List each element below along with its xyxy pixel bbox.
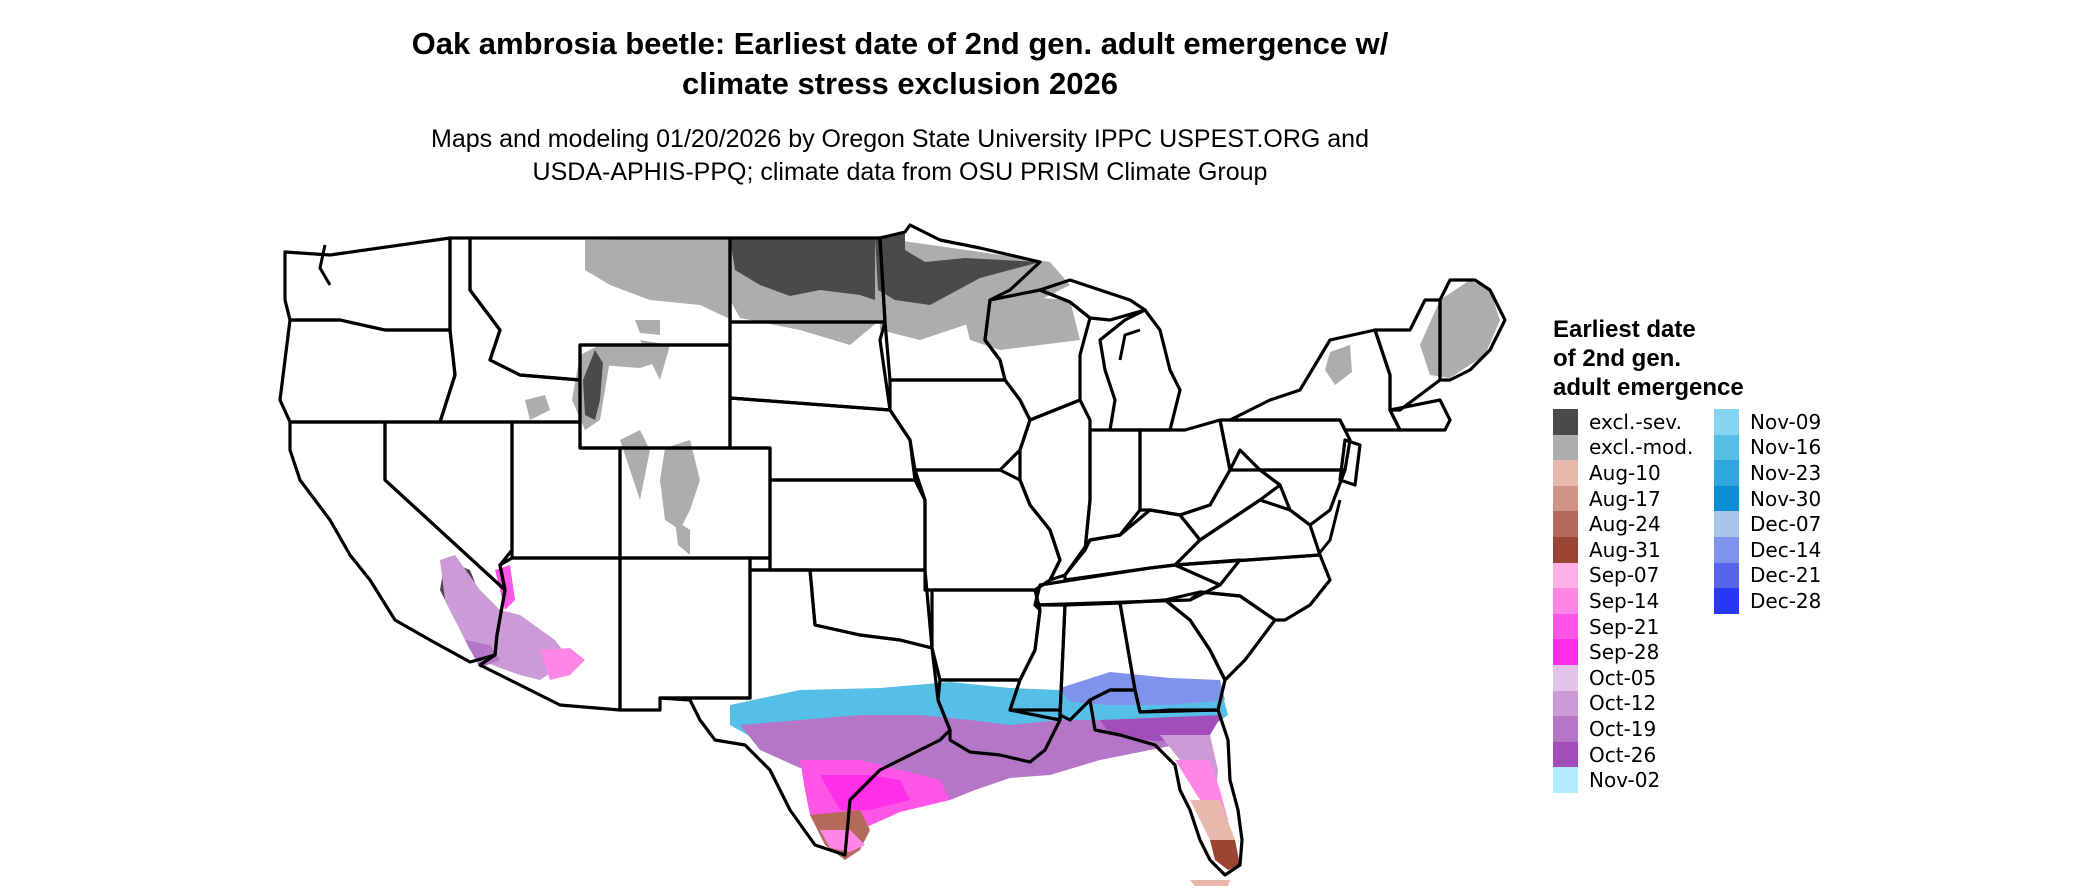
legend-title-line-2: of 2nd gen. xyxy=(1553,345,1681,372)
coastal-features xyxy=(318,244,1342,556)
legend-swatch xyxy=(1714,485,1739,512)
legend-label: Sep-28 xyxy=(1589,640,1660,665)
legend-swatch xyxy=(1553,716,1578,742)
map-subtitle-line-2: USDA-APHIS-PPQ; climate data from OSU PR… xyxy=(532,158,1268,186)
legend-label: Dec-07 xyxy=(1750,512,1822,537)
gulf-coast-emergence-areas xyxy=(730,672,1240,886)
legend-item: Dec-28 xyxy=(1714,588,1821,614)
legend-item: Sep-07 xyxy=(1553,562,1693,589)
legend-title-line-3: adult emergence xyxy=(1553,374,1744,401)
map-title: Oak ambrosia beetle: Earliest date of 2n… xyxy=(300,24,1500,104)
legend-label: Nov-09 xyxy=(1750,409,1822,434)
legend-swatch xyxy=(1553,639,1578,665)
legend-label: Dec-28 xyxy=(1750,588,1822,613)
legend-swatch xyxy=(1553,690,1578,717)
legend-item: excl.-sev. xyxy=(1553,409,1693,435)
legend-label: Oct-12 xyxy=(1589,691,1657,716)
legend-item: Dec-07 xyxy=(1714,511,1821,537)
legend-swatch xyxy=(1553,588,1578,614)
legend-label: Oct-26 xyxy=(1589,742,1657,767)
legend-label: Nov-23 xyxy=(1750,460,1822,485)
legend-item: Nov-16 xyxy=(1714,434,1822,461)
legend-item: Dec-21 xyxy=(1714,562,1822,589)
legend-label: Sep-07 xyxy=(1589,563,1660,588)
legend-swatch xyxy=(1714,460,1739,486)
legend-swatch xyxy=(1714,409,1739,435)
exclusion-moderate-areas xyxy=(525,237,1500,555)
legend-label: Sep-21 xyxy=(1589,614,1660,639)
legend-label: Aug-10 xyxy=(1589,460,1661,485)
legend-swatch xyxy=(1553,613,1578,640)
legend-label: Aug-31 xyxy=(1589,537,1661,562)
legend-label: Oct-19 xyxy=(1589,716,1657,741)
legend-item: Aug-31 xyxy=(1553,536,1693,563)
legend-item: Sep-28 xyxy=(1553,639,1693,665)
legend-label: excl.-mod. xyxy=(1589,435,1694,460)
legend-label: Nov-30 xyxy=(1750,486,1822,511)
map-subtitle-line-1: Maps and modeling 01/20/2026 by Oregon S… xyxy=(431,125,1369,153)
legend-item: excl.-mod. xyxy=(1553,434,1694,461)
legend-item: Aug-24 xyxy=(1553,511,1693,537)
legend-item: Nov-09 xyxy=(1714,409,1821,435)
legend-item: Aug-10 xyxy=(1553,460,1693,486)
legend-item: Nov-23 xyxy=(1714,460,1821,486)
legend-item: Dec-14 xyxy=(1714,536,1822,563)
legend-label: Nov-02 xyxy=(1589,768,1661,793)
legend-label: Aug-24 xyxy=(1589,512,1661,537)
legend-column-2: Nov-09 Nov-16 Nov-23 Nov-30 Dec-07 Dec-14 Dec-… xyxy=(1714,409,1821,614)
legend-title: Earliest date of 2nd gen. adult emergenc… xyxy=(1553,315,1744,402)
legend-item: Sep-14 xyxy=(1553,588,1693,614)
legend-swatch xyxy=(1553,664,1578,691)
southwest-emergence-areas xyxy=(440,555,585,680)
legend-label: Nov-16 xyxy=(1750,435,1822,460)
legend-swatch xyxy=(1714,536,1739,563)
legend-item: Oct-26 xyxy=(1553,741,1693,768)
legend-label: excl.-sev. xyxy=(1589,409,1682,434)
legend-item: Aug-17 xyxy=(1553,485,1693,512)
legend-item: Nov-02 xyxy=(1553,767,1693,793)
legend-label: Sep-14 xyxy=(1589,588,1660,613)
legend-swatch xyxy=(1553,562,1578,589)
legend-item: Nov-30 xyxy=(1714,485,1822,512)
legend-swatch xyxy=(1553,409,1578,435)
legend-swatch xyxy=(1553,511,1578,537)
legend-item: Oct-19 xyxy=(1553,716,1693,742)
legend-item: Oct-12 xyxy=(1553,690,1693,717)
legend-item: Oct-05 xyxy=(1553,664,1693,691)
legend-swatch xyxy=(1714,434,1739,461)
legend-title-line-1: Earliest date xyxy=(1553,316,1696,343)
legend-swatch xyxy=(1553,460,1578,486)
legend-label: Dec-14 xyxy=(1750,537,1822,562)
legend-column-1: excl.-sev. excl.-mod. Aug-10 Aug-17 Aug-24 Au… xyxy=(1553,409,1693,793)
legend-item: Sep-21 xyxy=(1553,613,1693,640)
map-subtitle: Maps and modeling 01/20/2026 by Oregon S… xyxy=(300,123,1500,189)
legend-swatch xyxy=(1714,562,1739,589)
legend-swatch xyxy=(1714,588,1739,614)
legend-swatch xyxy=(1553,767,1578,793)
map-title-line-1: Oak ambrosia beetle: Earliest date of 2n… xyxy=(411,26,1389,61)
map-title-line-2: climate stress exclusion 2026 xyxy=(682,66,1118,101)
legend-swatch xyxy=(1553,741,1578,768)
legend-swatch xyxy=(1553,536,1578,563)
legend-label: Dec-21 xyxy=(1750,563,1822,588)
legend-label: Aug-17 xyxy=(1589,486,1661,511)
legend-swatch xyxy=(1553,485,1578,512)
legend-swatch xyxy=(1714,511,1739,537)
state-borders xyxy=(278,223,1507,877)
legend-swatch xyxy=(1553,434,1578,461)
legend-label: Oct-05 xyxy=(1589,665,1657,690)
